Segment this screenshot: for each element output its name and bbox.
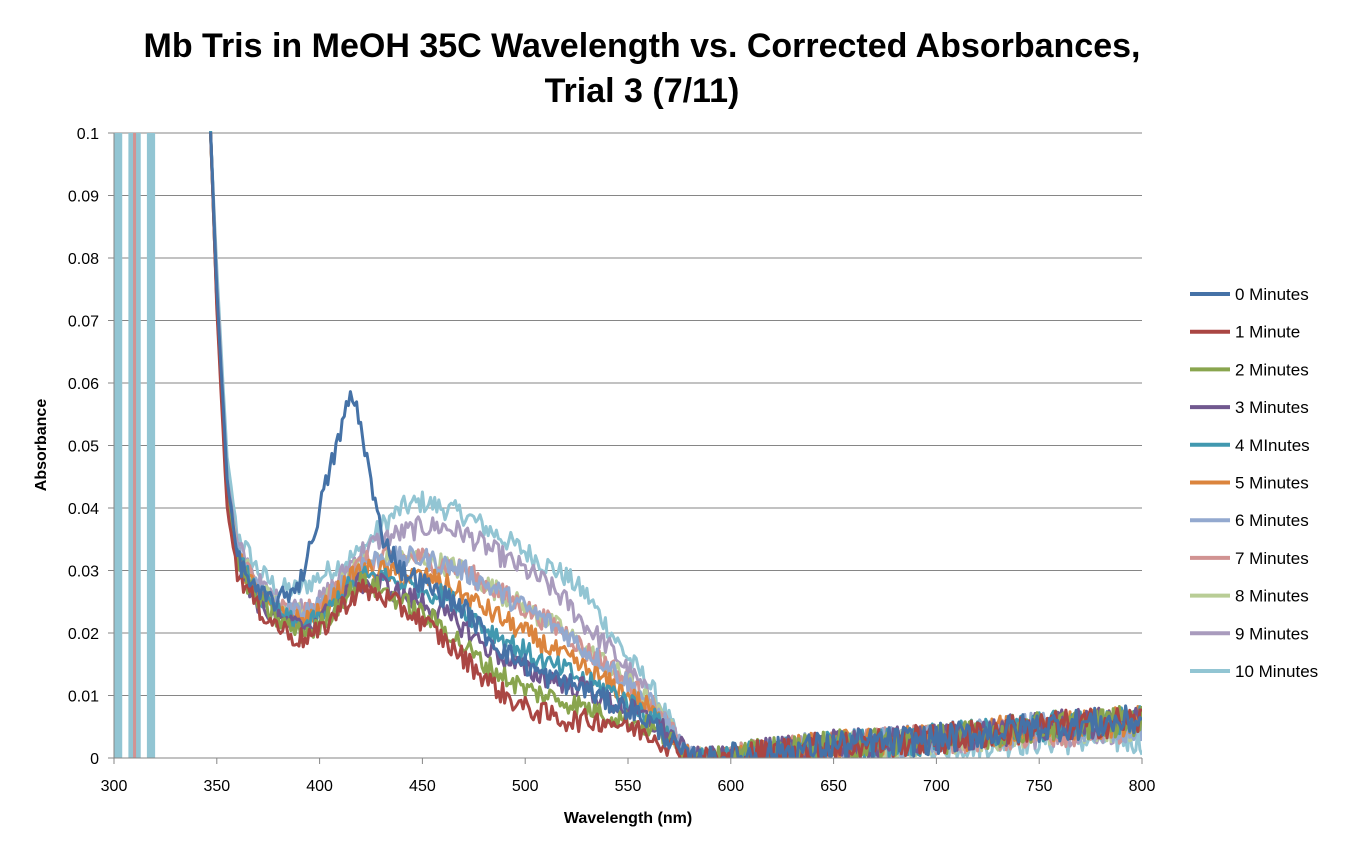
y-axis-title: Absorbance xyxy=(33,399,50,492)
y-tick-label: 0.07 xyxy=(68,314,99,331)
y-tick-label: 0.03 xyxy=(68,564,99,581)
y-tick-label: 0.02 xyxy=(68,626,99,643)
series-layer xyxy=(114,131,1142,758)
series-group xyxy=(114,131,1142,758)
x-tick-label: 400 xyxy=(306,778,333,795)
y-tick-labels: 0 0.01 0.02 0.03 0.04 0.05 0.06 0.07 0.08 0.09 0.1 xyxy=(68,126,99,768)
legend-label: 0 Minutes xyxy=(1235,285,1309,304)
legend-label: 7 Minutes xyxy=(1235,549,1309,568)
series-line-8 xyxy=(209,132,1142,758)
legend-label: 4 MInutes xyxy=(1235,436,1310,455)
legend-label: 8 Minutes xyxy=(1235,587,1309,606)
x-axis-title: Wavelength (nm) xyxy=(564,810,692,827)
legend-label: 1 Minute xyxy=(1235,323,1300,342)
series-line-10 xyxy=(209,132,1142,758)
legend-label: 9 Minutes xyxy=(1235,624,1309,643)
chart-title-line-1: Mb Tris in MeOH 35C Wavelength vs. Corre… xyxy=(144,27,1141,65)
legend-label: 10 Minutes xyxy=(1235,662,1318,681)
axes xyxy=(108,132,1143,764)
series-line-0 xyxy=(209,132,1142,758)
legend-label: 2 Minutes xyxy=(1235,360,1309,379)
legend-label: 3 Minutes xyxy=(1235,398,1309,417)
y-tick-label: 0 xyxy=(90,751,99,768)
series-line-9 xyxy=(209,131,1142,758)
series-line-5 xyxy=(209,132,1142,758)
x-tick-label: 500 xyxy=(512,778,539,795)
y-tick-label: 0.09 xyxy=(68,189,99,206)
x-tick-label: 800 xyxy=(1129,778,1156,795)
series-line-1 xyxy=(209,132,1142,758)
y-tick-label: 0.05 xyxy=(68,439,99,456)
chart-title-line-2: Trial 3 (7/11) xyxy=(545,72,740,110)
x-tick-label: 300 xyxy=(101,778,128,795)
x-tick-label: 700 xyxy=(923,778,950,795)
series-line-3 xyxy=(209,134,1142,758)
x-tick-label: 450 xyxy=(409,778,436,795)
saturated-region-bar xyxy=(114,133,123,758)
legend-label: 6 Minutes xyxy=(1235,511,1309,530)
x-tick-label: 750 xyxy=(1026,778,1053,795)
gridlines xyxy=(114,132,1142,696)
x-tick-labels: 300 350 400 450 500 550 600 650 700 750 800 xyxy=(101,778,1156,795)
series-line-4 xyxy=(209,131,1142,758)
y-tick-label: 0.1 xyxy=(77,126,99,143)
saturated-region-bar xyxy=(146,133,156,758)
x-tick-label: 600 xyxy=(717,778,744,795)
y-tick-label: 0.08 xyxy=(68,251,99,268)
series-line-2 xyxy=(209,134,1142,758)
chart-title: Mb Tris in MeOH 35C Wavelength vs. Corre… xyxy=(144,27,1141,110)
x-tick-label: 550 xyxy=(615,778,642,795)
y-tick-label: 0.06 xyxy=(68,376,99,393)
x-tick-label: 650 xyxy=(820,778,847,795)
x-tick-label: 350 xyxy=(203,778,230,795)
series-line-6 xyxy=(209,134,1142,758)
y-tick-label: 0.04 xyxy=(68,501,99,518)
y-tick-label: 0.01 xyxy=(68,689,99,706)
legend-label: 5 Minutes xyxy=(1235,474,1309,493)
series-line-7 xyxy=(209,131,1142,758)
legend: 0 Minutes 1 Minute 2 Minutes 3 Minutes 4 MIn… xyxy=(1190,285,1318,681)
